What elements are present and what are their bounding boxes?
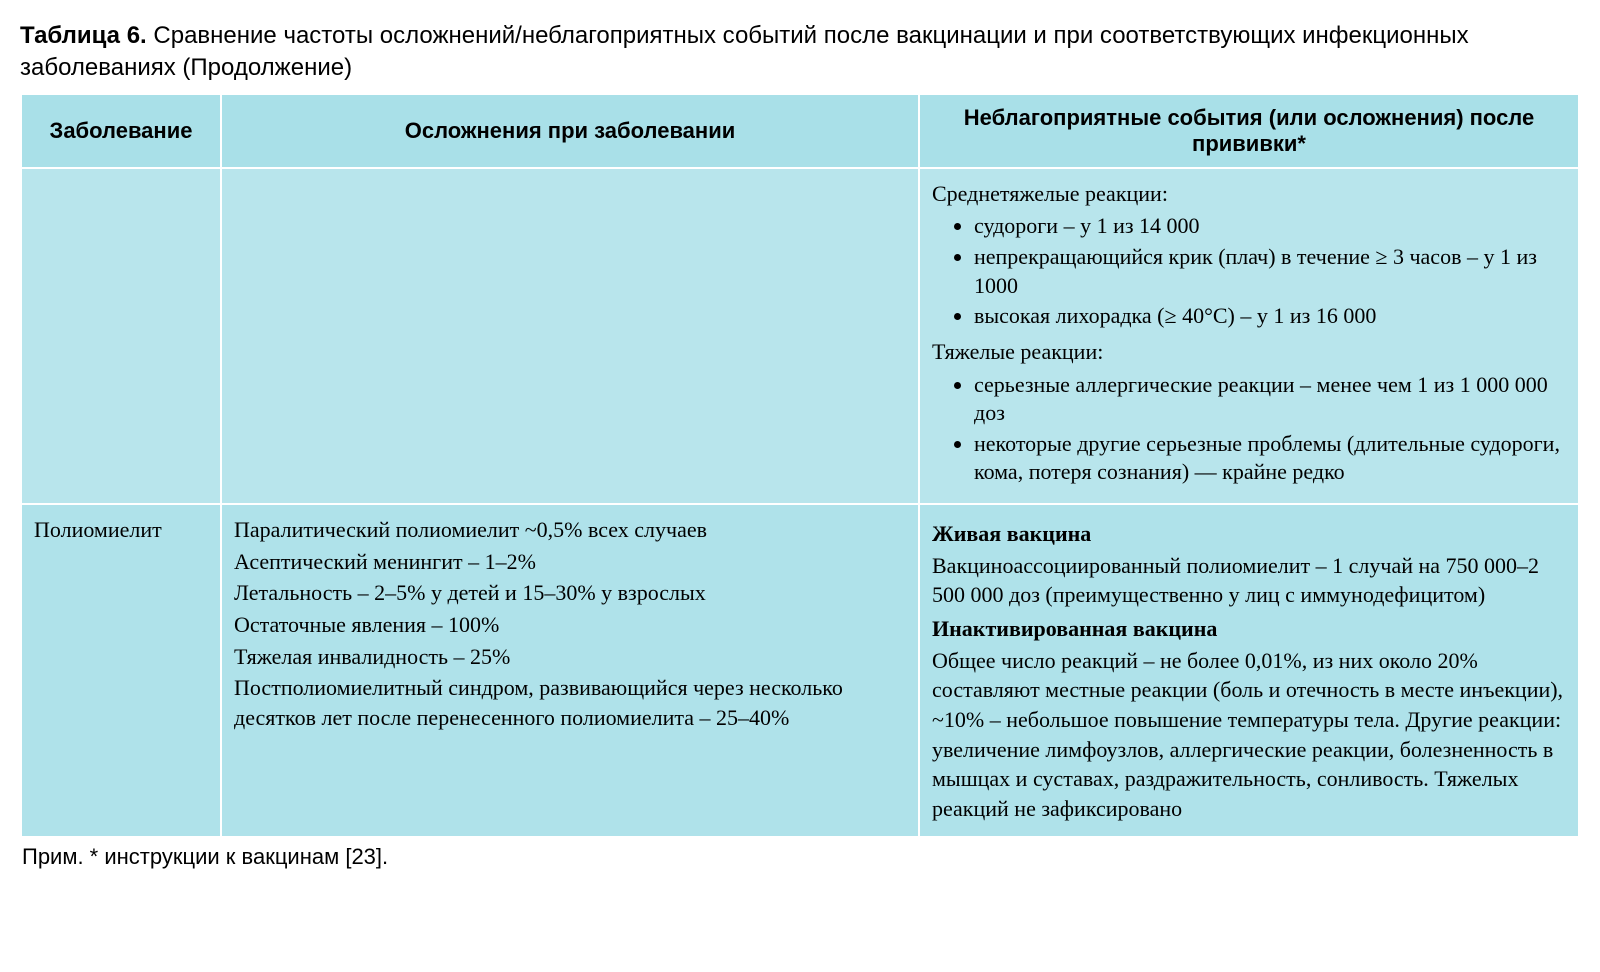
col-header-disease-complications: Осложнения при заболевании: [221, 94, 919, 168]
col-header-vaccine-events: Неблагоприятные события (или осложнения)…: [919, 94, 1579, 168]
complication-line: Тяжелая инвалидность – 25%: [234, 642, 906, 672]
cell-vaccine-events: Живая вакцина Вакциноассоциированный пол…: [919, 504, 1579, 837]
caption-bold: Таблица 6.: [20, 22, 147, 49]
list-item: серьезные аллергические реакции – менее …: [974, 371, 1566, 428]
complication-line: Асептический менингит – 1–2%: [234, 547, 906, 577]
table-row: Полиомиелит Паралитический полиомиелит ~…: [21, 504, 1579, 837]
live-vaccine-body: Вакциноассоциированный полиомиелит – 1 с…: [932, 551, 1566, 610]
list-item: непрекращающийся крик (плач) в течение ≥…: [974, 243, 1566, 300]
cell-disease-complications: [221, 168, 919, 504]
inactivated-vaccine-head: Инактивированная вакцина: [932, 614, 1566, 644]
complication-line: Остаточные явления – 100%: [234, 610, 906, 640]
moderate-reactions-list: судороги – у 1 из 14 000 непрекращающийс…: [932, 212, 1566, 330]
cell-disease: [21, 168, 221, 504]
table-footnote: Прим. * инструкции к вакцинам [23].: [22, 844, 1580, 870]
list-item: высокая лихорадка (≥ 40°C) – у 1 из 16 0…: [974, 302, 1566, 331]
complication-line: Постполиомиелитный синдром, развиваю­щий…: [234, 673, 906, 732]
list-item: судороги – у 1 из 14 000: [974, 212, 1566, 241]
severe-reactions-list: серьезные аллергические реакции – менее …: [932, 371, 1566, 487]
complication-line: Летальность – 2–5% у детей и 15–30% у вз…: [234, 578, 906, 608]
cell-disease: Полиомиелит: [21, 504, 221, 837]
table-caption: Таблица 6. Сравнение частоты осложнений/…: [20, 20, 1580, 85]
col-header-disease: Заболевание: [21, 94, 221, 168]
live-vaccine-head: Живая вакцина: [932, 519, 1566, 549]
inactivated-vaccine-body: Общее число реакций – не более 0,01%, из…: [932, 646, 1566, 824]
table-header-row: Заболевание Осложнения при заболевании Н…: [21, 94, 1579, 168]
caption-rest: Сравнение частоты осложнений/неблагоприя…: [20, 22, 1469, 81]
moderate-reactions-head: Среднетяжелые реакции:: [932, 179, 1566, 209]
severe-reactions-head: Тяжелые реакции:: [932, 337, 1566, 367]
table-row: Среднетяжелые реакции: судороги – у 1 из…: [21, 168, 1579, 504]
list-item: некоторые другие серьезные проблемы (дли…: [974, 430, 1566, 487]
cell-vaccine-events: Среднетяжелые реакции: судороги – у 1 из…: [919, 168, 1579, 504]
complication-line: Паралитический полиомиелит ~0,5% всех сл…: [234, 515, 906, 545]
cell-disease-complications: Паралитический полиомиелит ~0,5% всех сл…: [221, 504, 919, 837]
comparison-table: Заболевание Осложнения при заболевании Н…: [20, 93, 1580, 838]
